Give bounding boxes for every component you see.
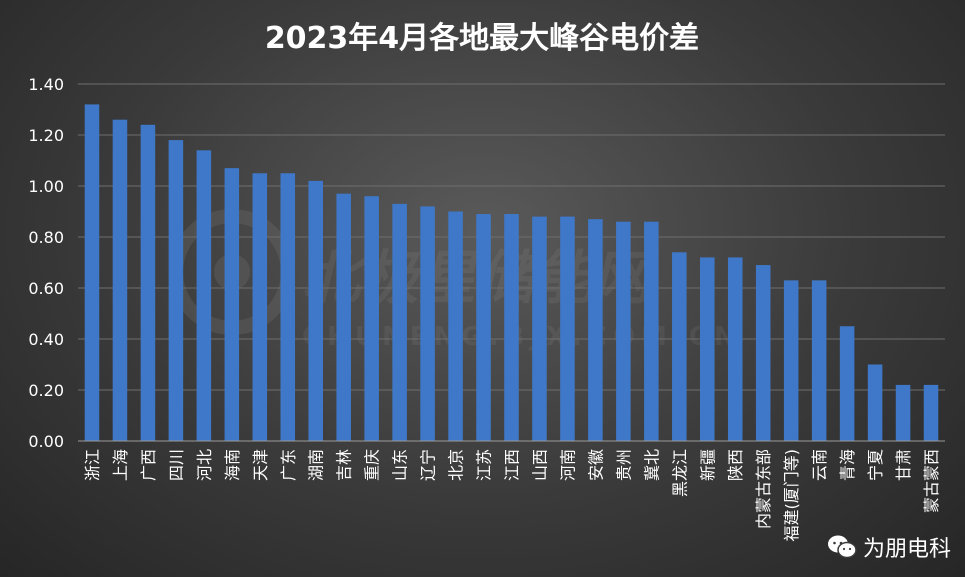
x-tick-label: 江西: [503, 449, 522, 481]
x-tick-label: 福建(厦门等): [782, 449, 801, 542]
x-tick-label: 黑龙江: [670, 449, 689, 497]
bar-新疆: [700, 257, 715, 441]
x-tick-label: 陕西: [726, 449, 745, 481]
x-tick-label: 贵州: [614, 449, 633, 481]
x-tick-label: 江苏: [475, 449, 494, 481]
y-tick-label: 0.80: [28, 228, 64, 247]
y-tick-label: 1.00: [28, 177, 64, 196]
x-tick-label: 湖南: [307, 449, 326, 481]
x-tick-label: 吉林: [335, 449, 354, 481]
x-tick-label: 冀北: [642, 449, 661, 481]
x-axis-labels: 浙江 上海 广西 四川 河北 海南 天津 广东 湖南 吉林 重庆 山东 辽宁 北京 江苏 江西 山西 河南 安徽 贵州…: [83, 449, 941, 542]
credit-badge: 为朋电科: [827, 531, 951, 563]
bar-广东: [280, 173, 296, 441]
bar-山东: [392, 203, 407, 441]
y-tick-label: 0.40: [28, 330, 64, 349]
bar-山西: [532, 216, 547, 441]
x-tick-label: 辽宁: [419, 449, 438, 481]
bar-陕西: [727, 257, 743, 441]
bar-广西: [140, 124, 156, 442]
bar-上海: [112, 119, 128, 441]
x-tick-label: 天津: [251, 449, 270, 481]
bar-天津: [252, 173, 268, 441]
x-tick-label: 甘肃: [894, 449, 913, 481]
wechat-icon: [827, 534, 857, 560]
x-tick-label: 山东: [391, 449, 410, 481]
x-tick-label: 安徽: [586, 449, 605, 481]
x-tick-label: 宁夏: [866, 449, 885, 481]
x-tick-label: 河北: [195, 449, 214, 481]
x-tick-label: 浙江: [83, 449, 102, 481]
bar-重庆: [364, 196, 379, 441]
x-tick-label: 北京: [447, 449, 466, 481]
bar-江苏: [476, 214, 491, 441]
chart-title: 2023年4月各地最大峰谷电价差: [265, 21, 699, 56]
bar-内蒙古东部: [755, 265, 771, 441]
bar-河北: [196, 150, 212, 442]
credit-text: 为朋电科: [862, 537, 951, 562]
x-tick-label: 山西: [530, 449, 549, 481]
bar-河南: [560, 216, 575, 441]
x-tick-label: 四川: [167, 449, 186, 481]
x-tick-label: 重庆: [363, 449, 382, 481]
bar-福建(厦门等): [783, 280, 799, 441]
y-tick-label: 1.40: [28, 75, 64, 94]
x-tick-label: 广西: [139, 449, 158, 481]
bar-青海: [839, 326, 855, 441]
x-tick-label: 新疆: [698, 449, 717, 481]
y-axis-ticks: 0.00 0.20 0.40 0.60 0.80 1.00 1.20 1.40: [28, 75, 64, 451]
bar-江西: [504, 214, 519, 441]
x-tick-label: 广东: [279, 449, 298, 481]
y-tick-label: 1.20: [28, 126, 64, 145]
x-tick-label: 蒙古蒙西: [922, 449, 941, 513]
y-tick-label: 0.00: [28, 432, 64, 451]
x-tick-label: 云南: [810, 449, 829, 481]
x-tick-label: 青海: [838, 449, 857, 481]
bar-辽宁: [420, 206, 435, 441]
bar-云南: [811, 280, 827, 441]
x-tick-label: 上海: [111, 449, 130, 481]
bar-吉林: [336, 193, 351, 441]
bar-甘肃: [895, 384, 911, 441]
bar-北京: [448, 211, 463, 441]
y-tick-label: 0.60: [28, 279, 64, 298]
bar-冀北: [644, 221, 659, 441]
bar-海南: [224, 168, 240, 441]
y-tick-label: 0.20: [28, 381, 64, 400]
bar-四川: [168, 140, 184, 441]
x-tick-label: 海南: [223, 449, 242, 481]
bar-湖南: [308, 180, 323, 441]
bar-浙江: [84, 104, 100, 442]
bar-安徽: [588, 219, 603, 441]
bar-宁夏: [867, 364, 883, 441]
bars: [84, 104, 939, 442]
x-tick-label: 内蒙古东部: [754, 449, 773, 529]
bar-蒙古蒙西: [923, 384, 939, 441]
x-tick-label: 河南: [558, 449, 577, 481]
bar-黑龙江: [672, 252, 687, 441]
bar-贵州: [616, 221, 631, 441]
